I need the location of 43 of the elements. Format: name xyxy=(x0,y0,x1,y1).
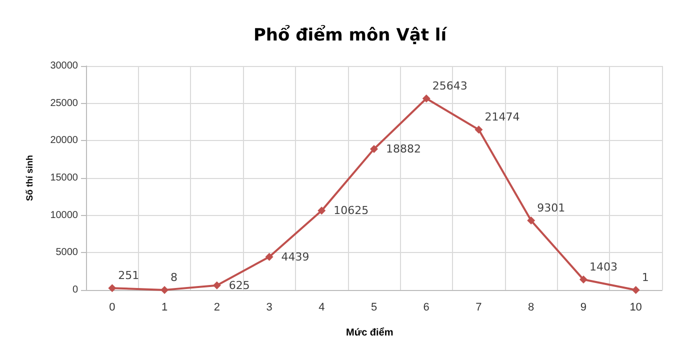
point xyxy=(265,252,274,261)
y-tick-label: 25000 xyxy=(50,98,78,109)
x-tick-label: 1 xyxy=(161,302,168,314)
y-axis-title: Số thí sinh xyxy=(24,155,34,201)
x-tick-label: 8 xyxy=(528,302,534,314)
data-label: 1 xyxy=(642,270,649,284)
y-tick-label: 20000 xyxy=(50,135,78,146)
x-tick-label: 9 xyxy=(580,302,587,314)
point xyxy=(108,284,116,292)
point xyxy=(318,206,326,215)
y-tick-label: 10000 xyxy=(50,210,78,221)
x-tick-label: 7 xyxy=(476,302,482,314)
point xyxy=(579,276,588,284)
point xyxy=(422,94,430,103)
y-tick-label: 30000 xyxy=(50,60,78,72)
point xyxy=(527,216,536,225)
point xyxy=(474,126,483,134)
data-label: 10625 xyxy=(334,204,369,218)
x-tick-label: 2 xyxy=(214,302,220,314)
x-tick-label: 6 xyxy=(423,302,430,314)
data-label: 251 xyxy=(118,269,140,282)
data-label: 4439 xyxy=(281,250,310,264)
point xyxy=(160,286,169,294)
point xyxy=(212,281,221,290)
data-label: 21474 xyxy=(484,110,520,124)
point xyxy=(632,286,640,294)
y-tick-label: 15000 xyxy=(50,172,78,184)
data-label: 25643 xyxy=(432,80,468,93)
x-tick-label: 5 xyxy=(370,302,378,314)
x-tick-label: 3 xyxy=(266,302,272,314)
data-label: 18882 xyxy=(386,142,421,156)
data-label: 8 xyxy=(170,270,178,284)
chart-title: Phổ điểm môn Vật lí xyxy=(253,24,448,46)
data-label: 1403 xyxy=(589,260,618,274)
y-tick-label: 0 xyxy=(72,284,78,296)
x-tick-label: 4 xyxy=(318,302,325,314)
x-tick-label: 10 xyxy=(630,302,642,314)
data-label: 9301 xyxy=(537,202,566,215)
x-tick-label: 0 xyxy=(109,302,116,314)
x-axis-title: Mức điểm xyxy=(346,326,394,338)
point xyxy=(370,145,378,154)
data-label: 625 xyxy=(228,278,250,292)
y-tick-label: 5000 xyxy=(56,247,78,258)
